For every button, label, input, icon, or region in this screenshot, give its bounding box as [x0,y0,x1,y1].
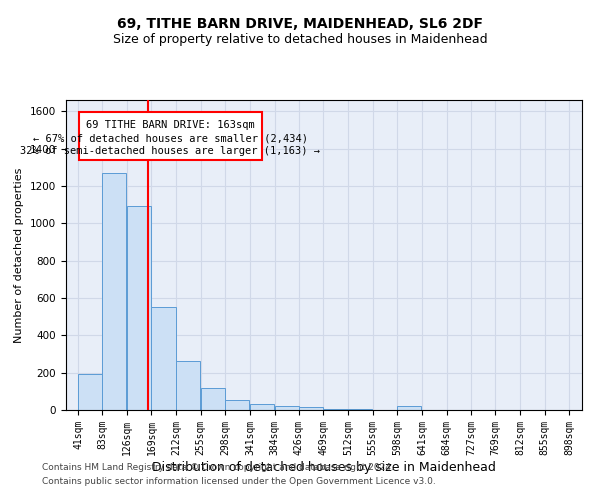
Y-axis label: Number of detached properties: Number of detached properties [14,168,25,342]
Text: 69, TITHE BARN DRIVE, MAIDENHEAD, SL6 2DF: 69, TITHE BARN DRIVE, MAIDENHEAD, SL6 2D… [117,18,483,32]
Bar [151,308,176,410]
Bar [250,404,274,410]
Bar [348,409,372,410]
Bar [176,360,200,410]
Bar [102,173,126,410]
X-axis label: Distribution of detached houses by size in Maidenhead: Distribution of detached houses by size … [152,460,496,473]
Bar [397,406,421,410]
Bar [78,374,102,410]
Bar [275,406,299,410]
Bar [323,409,347,410]
Text: Contains public sector information licensed under the Open Government Licence v3: Contains public sector information licen… [42,477,436,486]
FancyBboxPatch shape [79,112,262,160]
Text: Size of property relative to detached houses in Maidenhead: Size of property relative to detached ho… [113,32,487,46]
Text: ← 67% of detached houses are smaller (2,434): ← 67% of detached houses are smaller (2,… [33,134,308,143]
Bar [299,407,323,410]
Text: Contains HM Land Registry data © Crown copyright and database right 2024.: Contains HM Land Registry data © Crown c… [42,464,394,472]
Text: 69 TITHE BARN DRIVE: 163sqm: 69 TITHE BARN DRIVE: 163sqm [86,120,255,130]
Bar [201,388,225,410]
Text: 32% of semi-detached houses are larger (1,163) →: 32% of semi-detached houses are larger (… [20,146,320,156]
Bar [127,206,151,410]
Bar [226,400,250,410]
